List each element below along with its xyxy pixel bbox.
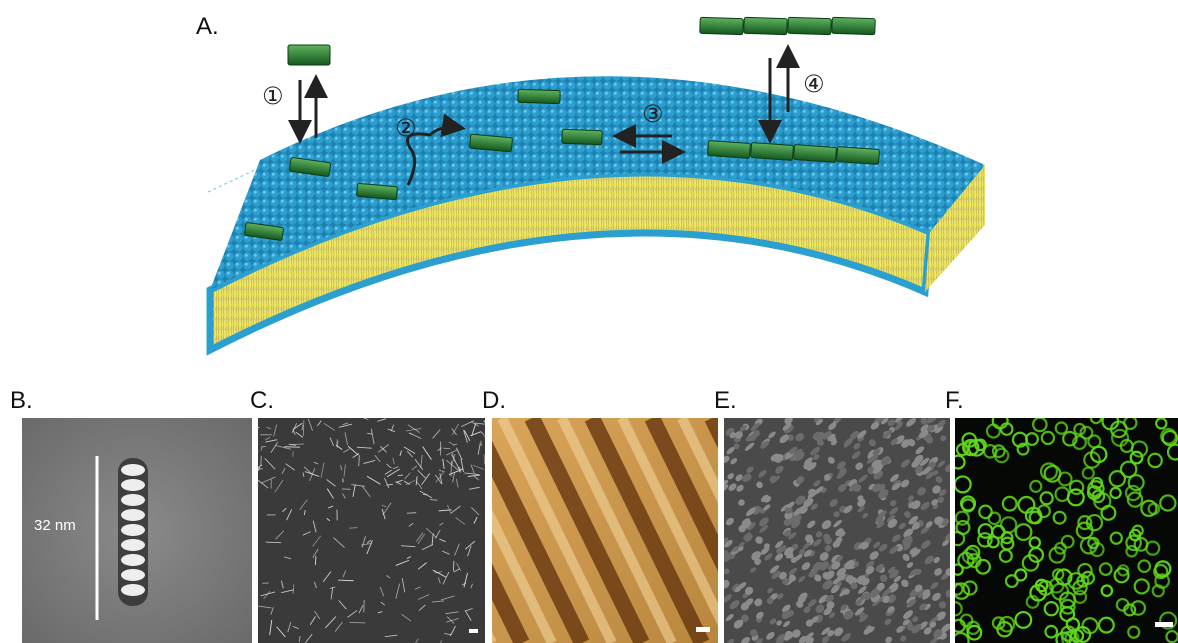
protein [744, 17, 788, 34]
fiber [484, 421, 492, 433]
panel-label: D. [482, 387, 506, 414]
protein [357, 183, 398, 199]
panel-label: F. [945, 387, 964, 414]
protein [288, 45, 330, 65]
step-label: ② [395, 115, 417, 142]
panel-label: E. [714, 387, 737, 414]
scale-bar [696, 627, 710, 632]
fiber [453, 561, 454, 571]
protein [518, 89, 560, 103]
protein [832, 17, 876, 34]
panel-e [718, 412, 957, 643]
panel-c [245, 418, 492, 643]
fiber [266, 542, 281, 543]
fiber [349, 622, 365, 623]
segment [121, 584, 145, 596]
fiber [430, 500, 438, 501]
segment [121, 554, 145, 566]
protein [469, 134, 512, 152]
protein [700, 17, 744, 34]
fiber [398, 475, 403, 476]
protein [751, 143, 794, 161]
protein [837, 147, 880, 165]
scale-bar [1155, 622, 1173, 627]
scale-bar [469, 629, 478, 633]
panel-label: B. [10, 387, 33, 414]
protein [708, 141, 751, 159]
protein [788, 17, 832, 34]
segment [121, 569, 145, 581]
protein [562, 129, 602, 144]
dash [208, 170, 255, 192]
fiber [253, 451, 258, 457]
protein [794, 145, 837, 163]
panel-label: C. [250, 387, 274, 414]
fiber [443, 448, 450, 449]
image-c [258, 418, 485, 643]
membrane [208, 76, 985, 350]
segment [121, 479, 145, 491]
segment [121, 494, 145, 506]
segment [121, 464, 145, 476]
scale-label: 32 nm [34, 517, 76, 534]
step-label: ③ [642, 101, 664, 128]
panel-label: A. [196, 13, 219, 40]
fiber [251, 469, 262, 470]
panel-b: 32 nm [22, 418, 252, 643]
segment [121, 539, 145, 551]
step-label: ④ [803, 71, 825, 98]
segment [121, 509, 145, 521]
panel-f [949, 413, 1178, 643]
step-label: ① [262, 83, 284, 110]
segment [121, 524, 145, 536]
particle [121, 464, 145, 596]
figure: A. ① ② ③ ④ B. C. D. E. F. 32 nm [0, 0, 1178, 643]
